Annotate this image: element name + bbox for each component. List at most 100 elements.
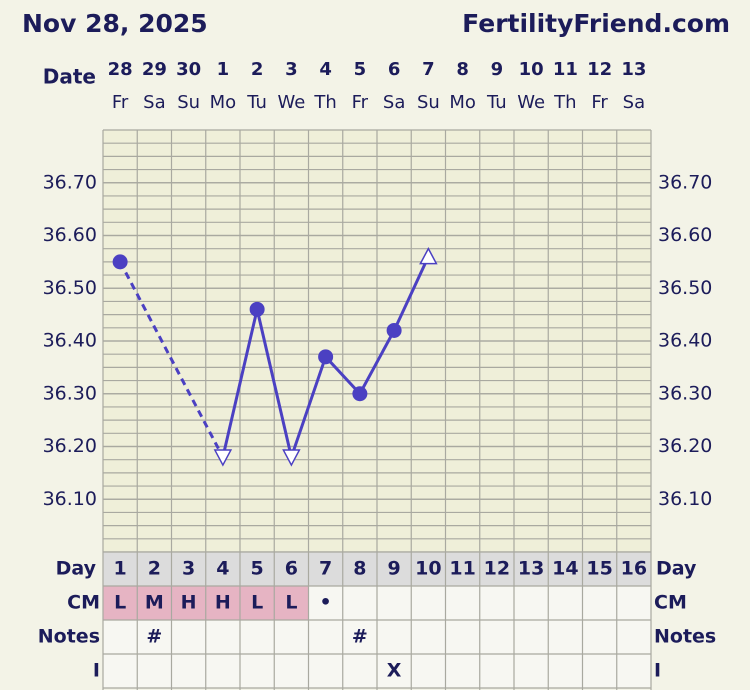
cell-text: # (352, 626, 368, 648)
day-cell (411, 552, 446, 586)
day-cell (103, 552, 138, 586)
date-number: 11 (553, 59, 578, 80)
day-number: 15 (586, 558, 612, 580)
table-cell (308, 654, 343, 688)
day-cell (240, 552, 275, 586)
day-number: 4 (216, 558, 229, 580)
y-tick-label: 36.50 (43, 277, 97, 299)
table-cell (205, 654, 240, 688)
table-cell (240, 654, 275, 688)
table-cell (308, 586, 343, 620)
table-cell (479, 654, 514, 688)
site-name: FertilityFriend.com (462, 9, 730, 38)
date-number: 5 (354, 59, 367, 80)
y-tick-label-right: 36.10 (658, 488, 712, 510)
table-cell (445, 654, 480, 688)
day-number: 1 (114, 558, 127, 580)
table-cell (171, 620, 206, 654)
table-cell (445, 586, 480, 620)
weekday: Tu (246, 92, 267, 113)
date-number: 9 (491, 59, 504, 80)
table-cell (616, 620, 651, 654)
temp-point-open (419, 247, 438, 265)
table-cell (342, 586, 377, 620)
table-cell (411, 620, 446, 654)
date-number: 12 (587, 59, 612, 80)
temp-segment (255, 309, 293, 458)
temp-point (352, 386, 368, 402)
day-number: 9 (388, 558, 401, 580)
table-cell (479, 620, 514, 654)
weekday: Mo (210, 92, 237, 113)
row-label-right: CM (654, 592, 687, 614)
weekday: Su (177, 92, 200, 113)
table-cell (548, 620, 583, 654)
table-cell (137, 620, 172, 654)
y-tick-label: 36.30 (43, 382, 97, 404)
weekday: Th (553, 92, 576, 113)
day-cell (616, 552, 651, 586)
temp-point-open (213, 449, 233, 467)
table-cell (411, 654, 446, 688)
table-cell (274, 654, 309, 688)
weekday: Fr (352, 92, 369, 113)
day-cell (274, 552, 309, 586)
table-cell (445, 620, 480, 654)
day-number: 7 (319, 558, 332, 580)
table-cell (137, 654, 172, 688)
weekday: Mo (449, 92, 476, 113)
day-number: 3 (182, 558, 195, 580)
date-number: 10 (519, 59, 544, 80)
temp-point (249, 301, 265, 317)
y-tick-label: 36.20 (43, 435, 97, 457)
date-number: 30 (176, 59, 201, 80)
y-tick-label: 36.10 (43, 488, 97, 510)
table-cell (548, 654, 583, 688)
table-cell (411, 586, 446, 620)
temp-point (112, 254, 128, 270)
day-number: 5 (251, 558, 264, 580)
cell-text: L (285, 592, 297, 614)
day-cell (137, 552, 172, 586)
table-cell (342, 654, 377, 688)
day-cell (171, 552, 206, 586)
date-number: 29 (142, 59, 167, 80)
date-number: 7 (422, 59, 435, 80)
day-cell (308, 552, 343, 586)
table-cell (240, 586, 275, 620)
date-number: 13 (621, 59, 646, 80)
temp-point-open (282, 449, 301, 467)
temp-point (386, 322, 402, 338)
temp-segment (392, 255, 430, 332)
weekday: Th (313, 92, 336, 113)
y-tick-label-right: 36.70 (658, 171, 712, 193)
date-number: 6 (388, 59, 401, 80)
row-label-right: Notes (654, 626, 716, 648)
table-cell (582, 620, 617, 654)
cell-text: H (181, 592, 197, 614)
date-label: Date (43, 65, 96, 89)
day-number: 13 (518, 558, 544, 580)
day-cell (342, 552, 377, 586)
table-cell (274, 620, 309, 654)
weekday: We (277, 92, 305, 113)
table-cell (377, 654, 412, 688)
y-tick-label-right: 36.60 (658, 224, 712, 246)
y-tick-label-right: 36.40 (658, 330, 712, 352)
day-label-right: Day (656, 558, 697, 580)
date-number: 8 (456, 59, 469, 80)
weekday: We (517, 92, 545, 113)
table-cell (308, 620, 343, 654)
table-cell (103, 654, 138, 688)
cell-text: • (320, 592, 332, 614)
row-label: I (93, 660, 100, 682)
cell-text: M (145, 592, 164, 614)
table-cell (514, 586, 549, 620)
day-cell (548, 552, 583, 586)
table-cell (137, 586, 172, 620)
table-cell (616, 654, 651, 688)
weekday: Fr (591, 92, 608, 113)
cell-text: # (146, 626, 162, 648)
day-number: 8 (353, 558, 366, 580)
y-tick-label-right: 36.30 (658, 382, 712, 404)
